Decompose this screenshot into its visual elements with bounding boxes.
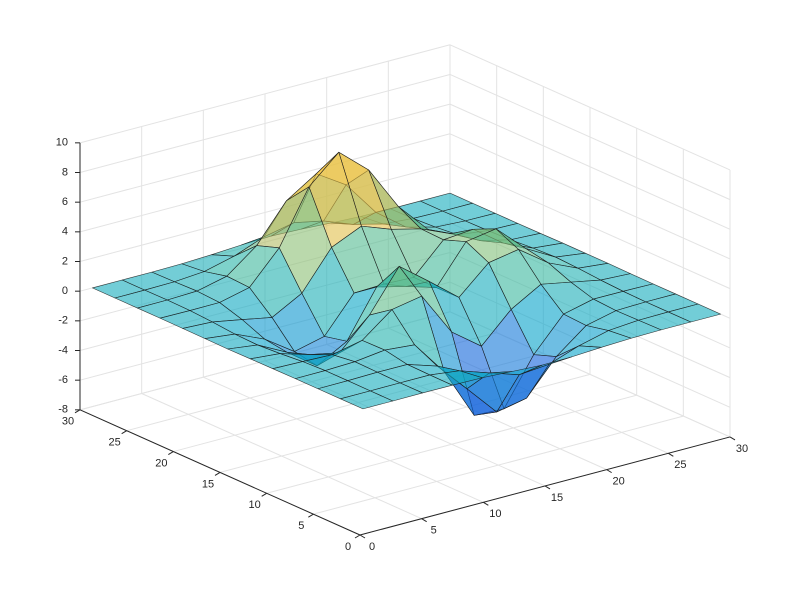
z-tick-label: 2	[62, 255, 68, 267]
grid-line	[449, 133, 731, 260]
z-tick-label: 8	[62, 166, 68, 178]
grid-line	[449, 103, 731, 230]
z-tick-label: -2	[58, 315, 68, 327]
tick-mark	[483, 501, 489, 506]
z-tick-label: 6	[62, 196, 68, 208]
x-tick-label: 20	[613, 476, 625, 488]
grid-line	[449, 163, 731, 290]
y-tick-label: 20	[155, 457, 167, 469]
surface	[92, 151, 721, 416]
surface-face	[340, 390, 394, 410]
tick-mark	[168, 451, 174, 455]
y-tick-label: 10	[249, 499, 261, 511]
tick-mark	[308, 513, 314, 518]
z-tick-label: 4	[62, 226, 68, 238]
y-tick-label: 5	[298, 520, 304, 532]
x-tick-label: 15	[551, 492, 563, 504]
tick-mark	[261, 492, 267, 497]
grid-line	[79, 133, 451, 233]
y-tick-label: 25	[109, 437, 121, 449]
tick-mark	[421, 518, 427, 523]
tick-mark	[121, 430, 127, 435]
tick-mark	[354, 534, 361, 539]
grid-line	[313, 415, 684, 515]
grid-line	[79, 44, 451, 144]
z-tick-label: 0	[62, 285, 68, 297]
grid-line	[79, 162, 451, 262]
tick-mark	[544, 485, 551, 490]
z-tick-label: -6	[58, 374, 68, 386]
z-tick-label: -8	[58, 404, 68, 416]
y-tick-label: 0	[345, 541, 351, 553]
grid-line	[449, 74, 731, 201]
tick-mark	[606, 469, 612, 474]
tick-mark	[359, 534, 366, 539]
tick-mark	[729, 436, 736, 441]
z-tick-label: 10	[56, 137, 68, 149]
x-tick-label: 5	[431, 525, 437, 537]
x-tick-label: 30	[736, 443, 748, 455]
y-tick-label: 15	[202, 478, 214, 490]
tick-mark	[668, 452, 674, 457]
x-tick-label: 10	[489, 508, 501, 520]
grid-line	[79, 73, 451, 173]
x-tick-label: 25	[674, 459, 686, 471]
x-tick-label: 0	[369, 541, 375, 553]
z-tick-label: -4	[58, 344, 68, 356]
grid-line	[79, 103, 451, 203]
grid-line	[266, 394, 637, 494]
y-tick-label: 30	[62, 416, 74, 428]
tick-mark	[214, 471, 221, 476]
grid-line	[449, 44, 731, 171]
